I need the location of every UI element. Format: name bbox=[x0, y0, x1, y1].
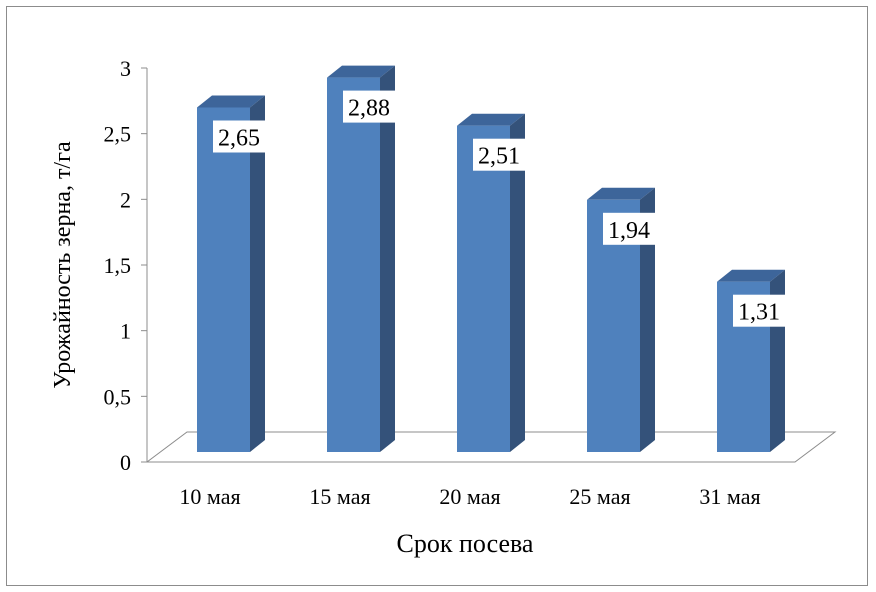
data-label-bg bbox=[733, 294, 785, 327]
y-tick-label: 2,5 bbox=[104, 122, 132, 147]
bar bbox=[197, 107, 250, 452]
bar-side bbox=[510, 113, 525, 452]
y-tick-label: 2 bbox=[120, 187, 131, 212]
y-tick-label: 3 bbox=[120, 56, 131, 81]
y-tick-label: 1,5 bbox=[104, 253, 132, 278]
x-tick-label: 20 мая bbox=[439, 484, 500, 509]
bar-top bbox=[587, 187, 655, 200]
y-tick-label: 0,5 bbox=[104, 384, 132, 409]
data-label-bg bbox=[473, 138, 525, 171]
bar-top bbox=[197, 95, 265, 108]
bar-top bbox=[327, 65, 395, 78]
x-tick-labels: 10 мая 15 мая 20 мая 25 мая 31 мая bbox=[179, 484, 760, 509]
x-tick-label: 31 мая bbox=[699, 484, 760, 509]
bar-top bbox=[457, 113, 525, 126]
x-tick-label: 15 мая bbox=[309, 484, 370, 509]
data-label-bg bbox=[213, 120, 265, 153]
y-tick-labels: 0 0,5 1 1,5 2 2,5 3 bbox=[104, 56, 132, 475]
bar-side bbox=[380, 65, 395, 452]
y-tick-label: 0 bbox=[120, 450, 131, 475]
data-label: 2,65 bbox=[218, 126, 260, 152]
x-tick-label: 25 мая bbox=[569, 484, 630, 509]
x-axis-title: Срок посева bbox=[397, 529, 534, 558]
bar-side bbox=[640, 187, 655, 453]
y-tick-label: 1 bbox=[120, 319, 131, 344]
chart-frame bbox=[6, 6, 868, 586]
data-label-bg bbox=[343, 90, 395, 123]
y-axis-title: Урожайность зерна, т/га bbox=[50, 141, 76, 389]
data-label: 1,31 bbox=[738, 300, 780, 326]
bar bbox=[457, 125, 510, 452]
data-label-bg bbox=[603, 212, 655, 245]
x-tick-label: 10 мая bbox=[179, 484, 240, 509]
bar-side bbox=[250, 95, 265, 452]
bar-top bbox=[717, 269, 785, 282]
bars: 2,65 2,88 2,51 1,94 1,31 bbox=[197, 65, 785, 453]
bar bbox=[327, 77, 380, 452]
data-label: 2,88 bbox=[348, 96, 390, 122]
data-label: 1,94 bbox=[608, 218, 650, 244]
data-label: 2,51 bbox=[478, 144, 520, 170]
